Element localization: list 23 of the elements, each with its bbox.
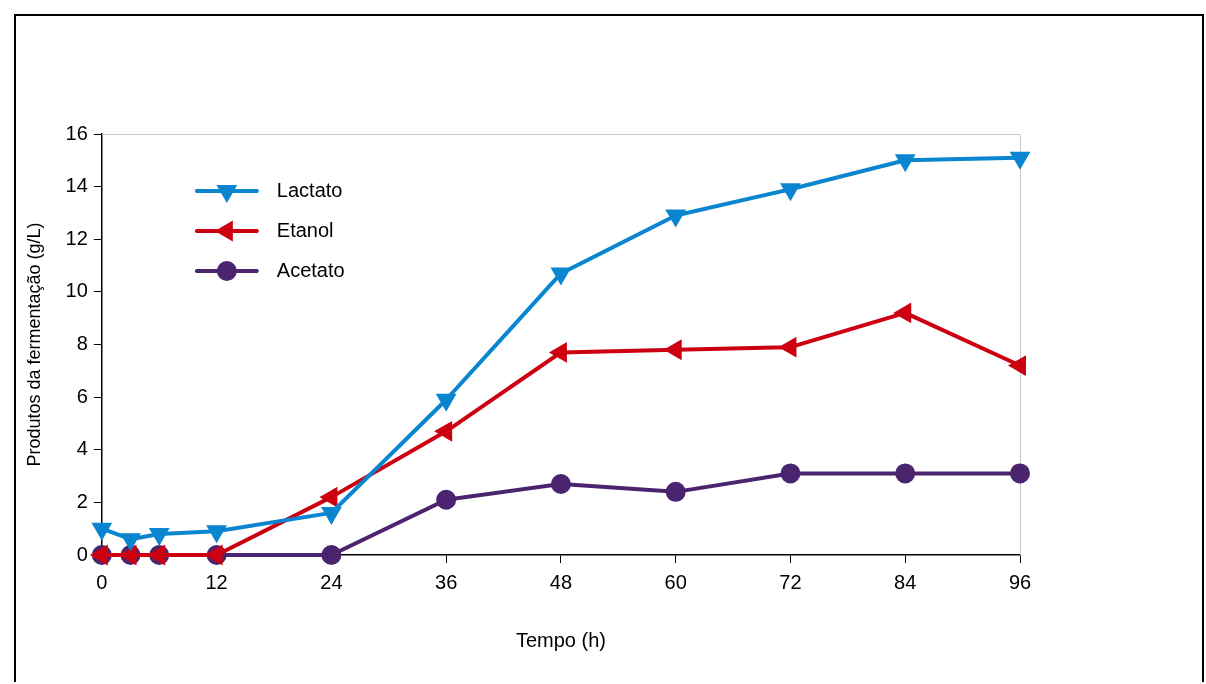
x-tick-label: 60 <box>664 570 687 593</box>
x-tick-label: 84 <box>894 570 917 593</box>
x-tick-label: 36 <box>435 570 458 593</box>
y-tick-label: 4 <box>76 437 88 460</box>
legend-label: Etanol <box>276 218 334 241</box>
y-tick-label: 12 <box>65 226 88 249</box>
x-axis-title: Tempo (h) <box>515 628 606 651</box>
x-tick-label: 96 <box>1008 570 1032 593</box>
y-tick-label: 14 <box>65 174 88 197</box>
y-tick-label: 2 <box>76 489 88 512</box>
y-tick-label: 6 <box>76 384 88 407</box>
x-tick-label: 12 <box>205 570 228 593</box>
y-axis-title: Produtos da fermentação (g/L) <box>23 222 44 467</box>
legend-label: Acetato <box>276 258 345 281</box>
y-tick-label: 16 <box>65 121 88 144</box>
x-tick-label: 48 <box>549 570 573 593</box>
x-tick-label: 72 <box>779 570 802 593</box>
y-tick-label: 0 <box>76 542 88 565</box>
y-tick-label: 10 <box>65 279 88 302</box>
y-tick-label: 8 <box>76 332 88 355</box>
x-tick-label: 0 <box>96 570 108 593</box>
x-tick-label: 24 <box>320 570 343 593</box>
legend-label: Lactato <box>276 178 343 201</box>
